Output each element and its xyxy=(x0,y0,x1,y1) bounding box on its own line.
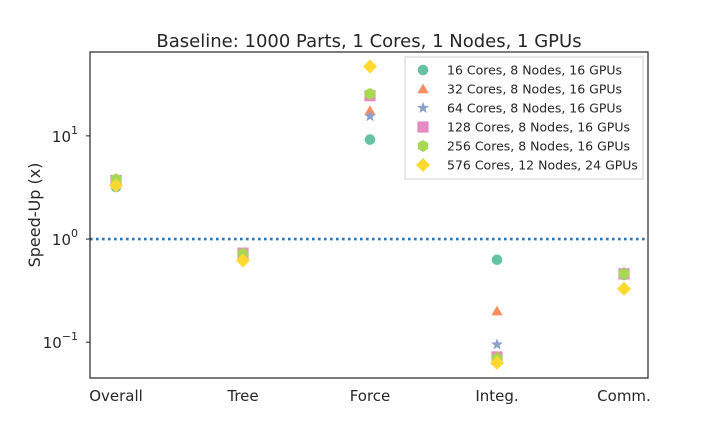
data-point-hexagon xyxy=(618,267,630,280)
y-tick-label: 101 xyxy=(52,124,78,146)
legend-box xyxy=(404,56,644,180)
y-tick-label: 10−1 xyxy=(43,330,78,352)
legend-entry-label: 576 Cores, 12 Nodes, 24 GPUs xyxy=(447,158,638,173)
data-point-diamond xyxy=(109,178,123,193)
legend-marker-circle xyxy=(417,64,429,76)
plot-area: 10−1 100 101 Overall Tree Force Integ. Comm. xyxy=(43,59,651,405)
data-point-diamond xyxy=(617,281,631,296)
x-tick-label: Tree xyxy=(226,387,258,405)
legend-entry-label: 32 Cores, 8 Nodes, 16 GPUs xyxy=(447,82,622,97)
data-point-diamond xyxy=(236,253,250,268)
legend-entry-label: 64 Cores, 8 Nodes, 16 GPUs xyxy=(447,101,622,116)
data-point-star xyxy=(491,338,503,350)
legend-marker-square xyxy=(417,121,429,133)
data-point-circle xyxy=(491,254,503,266)
legend-entry-label: 256 Cores, 8 Nodes, 16 GPUs xyxy=(447,139,630,154)
x-tick-label: Comm. xyxy=(597,387,651,405)
x-tick-label: Overall xyxy=(89,387,143,405)
legend-marker-star xyxy=(417,101,429,114)
chart-title: Baseline: 1000 Parts, 1 Cores, 1 Nodes, … xyxy=(156,31,581,52)
legend-marker-hexagon xyxy=(417,140,429,152)
plot-frame xyxy=(89,51,649,379)
legend: 16 Cores, 8 Nodes, 16 GPUs 32 Cores, 8 No… xyxy=(404,56,644,180)
data-point-star xyxy=(364,110,376,122)
y-tick-label: 100 xyxy=(52,227,78,249)
series-diamond xyxy=(109,59,631,370)
legend-marker-triangle xyxy=(417,83,429,94)
y-axis-label: Speed-Up (x) xyxy=(25,163,44,268)
data-point-triangle xyxy=(491,305,503,316)
x-tick-label: Force xyxy=(350,387,391,405)
data-point-diamond xyxy=(490,355,504,370)
data-point-circle xyxy=(364,134,376,145)
legend-entry-label: 16 Cores, 8 Nodes, 16 GPUs xyxy=(447,63,622,78)
data-point-diamond xyxy=(363,59,377,74)
legend-entry-label: 128 Cores, 8 Nodes, 16 GPUs xyxy=(447,120,630,135)
data-point-hexagon xyxy=(364,87,376,100)
legend-marker-diamond xyxy=(416,158,430,172)
x-tick-label: Integ. xyxy=(475,387,518,405)
